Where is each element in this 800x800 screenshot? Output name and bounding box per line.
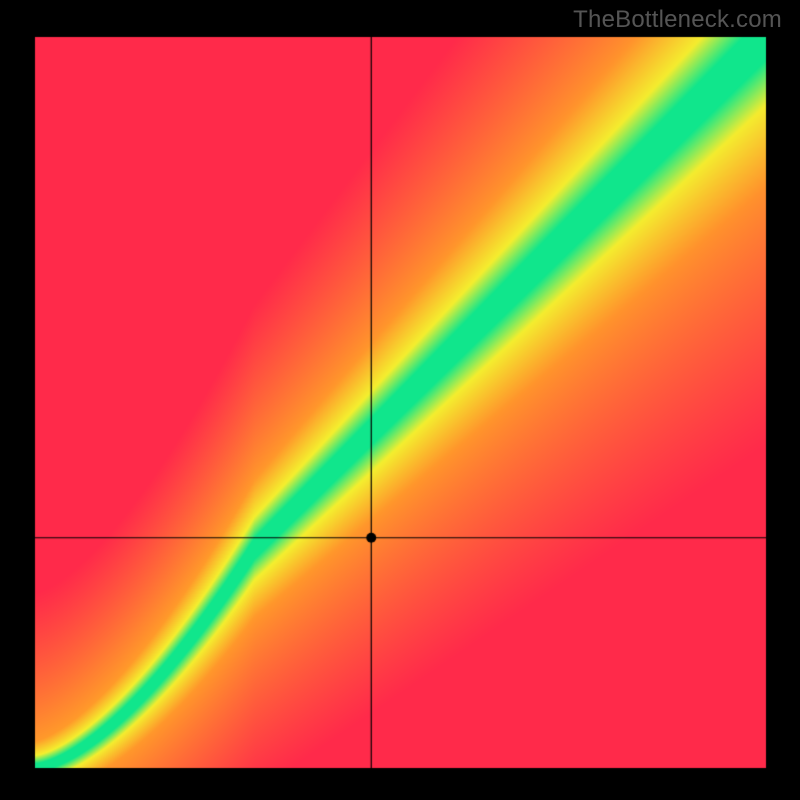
bottleneck-heatmap-canvas (0, 0, 800, 800)
watermark-text: TheBottleneck.com (573, 6, 782, 34)
chart-container: { "watermark": { "text": "TheBottleneck.… (0, 0, 800, 800)
